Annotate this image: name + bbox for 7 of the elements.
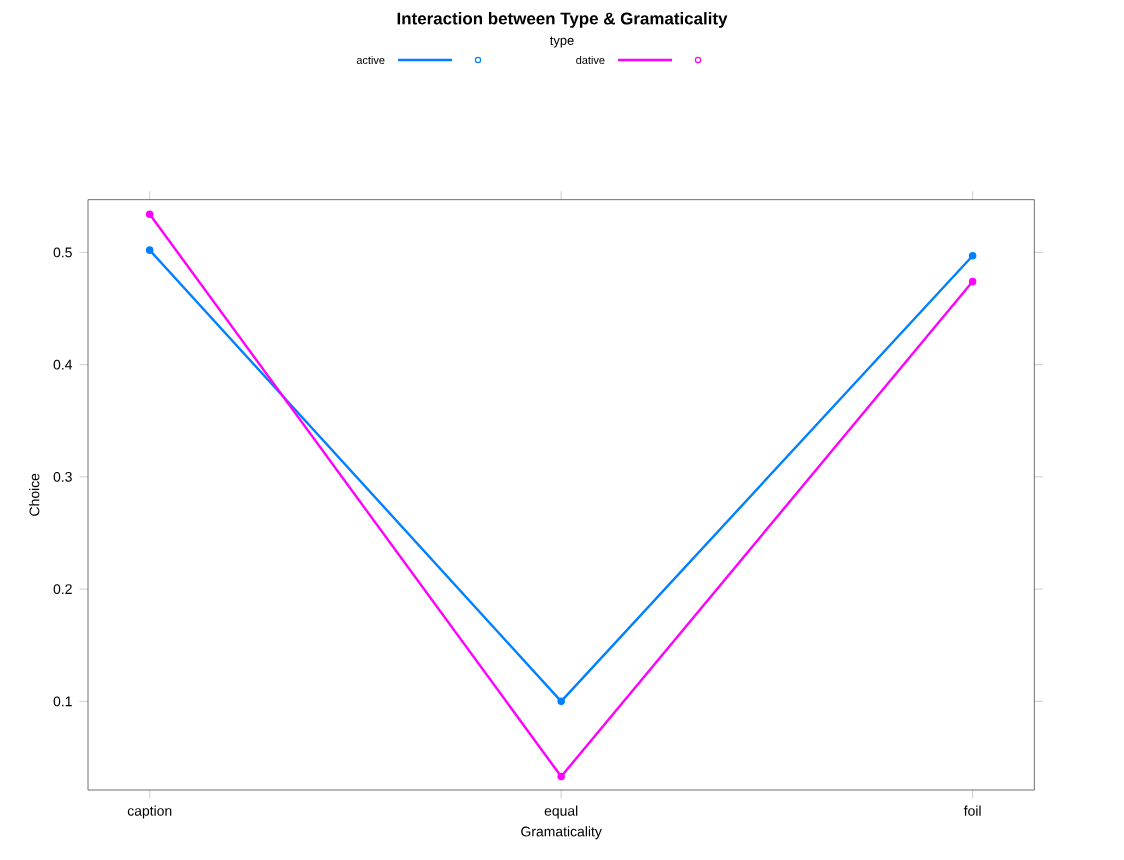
point — [968, 277, 977, 286]
point — [145, 210, 154, 219]
chart-title: Interaction between Type & Gramaticality — [397, 12, 728, 28]
point — [557, 697, 565, 706]
point — [557, 772, 565, 781]
point — [968, 251, 977, 260]
point — [145, 246, 154, 254]
